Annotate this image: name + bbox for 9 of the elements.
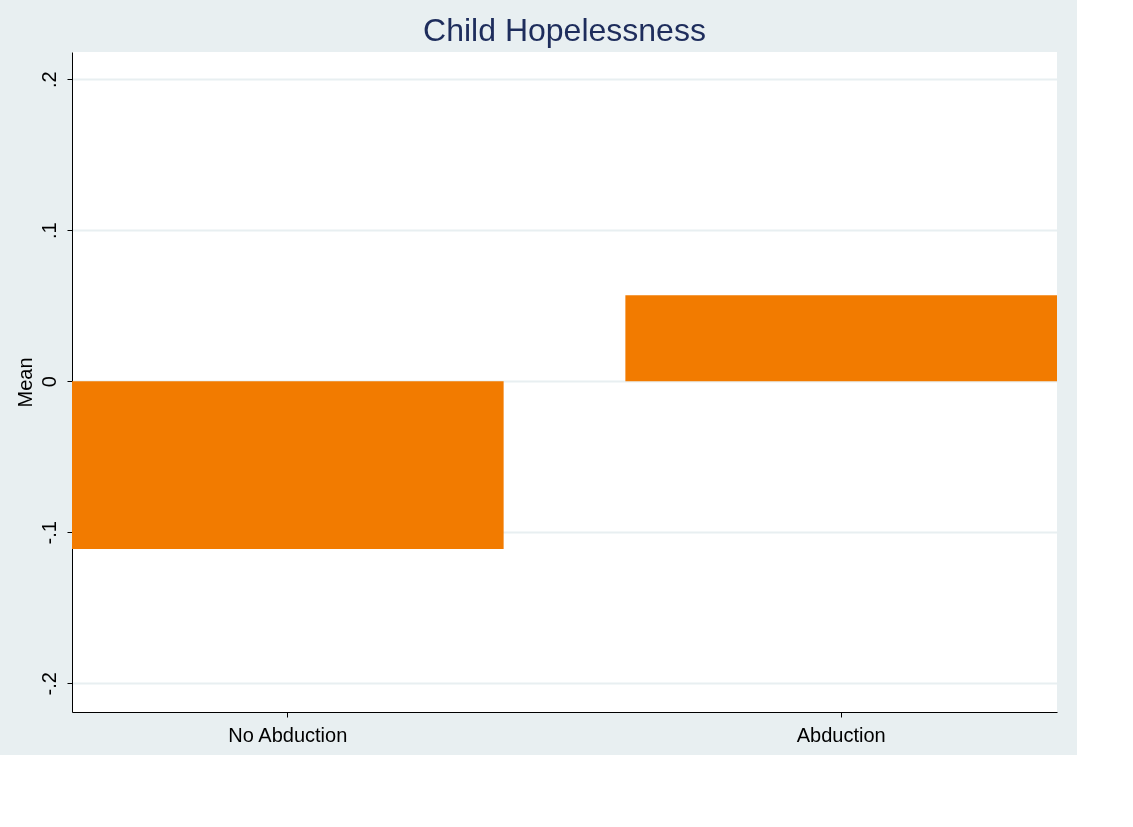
- chart-title: Child Hopelessness: [423, 12, 706, 48]
- y-tick-label: .1: [37, 222, 60, 240]
- y-tick-label: -.1: [37, 521, 60, 545]
- x-tick-label: No Abduction: [228, 723, 348, 746]
- y-tick-label: -.2: [37, 672, 60, 696]
- y-tick-label: 0: [37, 376, 60, 388]
- x-tick-label: Abduction: [796, 723, 886, 746]
- y-axis-title: Mean: [13, 357, 36, 408]
- y-tick-label: .2: [37, 71, 60, 89]
